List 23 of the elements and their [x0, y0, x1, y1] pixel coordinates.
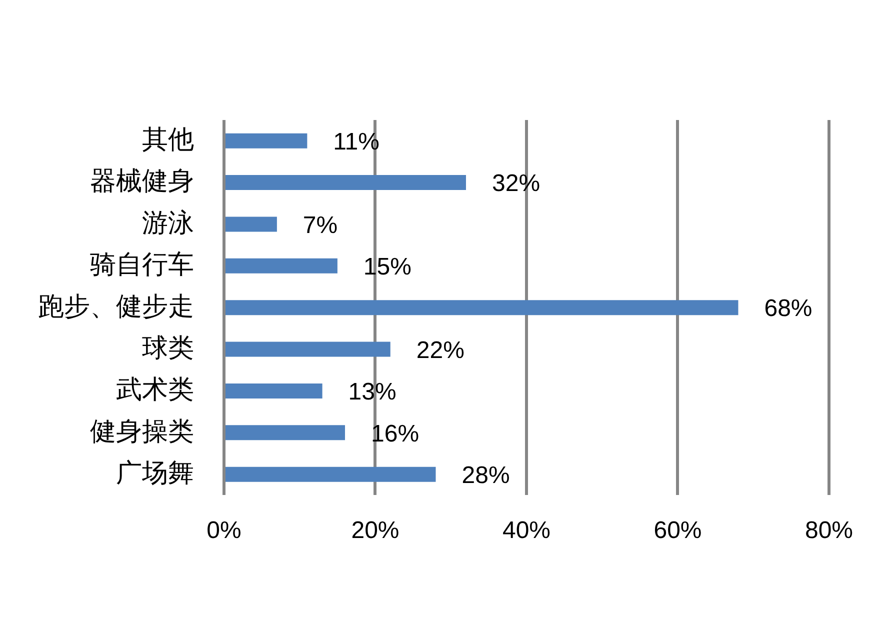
data-label: 16%: [370, 420, 420, 448]
x-tick-label: 20%: [351, 517, 400, 544]
y-tick-label: 游泳: [142, 207, 194, 238]
x-tick-label: 0%: [206, 517, 242, 544]
data-label: 13%: [348, 378, 396, 406]
y-tick-label: 球类: [142, 332, 194, 362]
data-label: 32%: [492, 170, 540, 198]
x-tick-label: 80%: [804, 517, 854, 544]
data-label: 15%: [363, 254, 412, 281]
y-tick-label: 健身操类: [90, 416, 194, 446]
y-tick-label: 跑步、健步走: [38, 290, 194, 321]
data-label: 7%: [302, 212, 338, 239]
data-label: 28%: [462, 462, 510, 489]
y-tick-label: 广场舞: [116, 458, 194, 488]
y-tick-label: 器械健身: [90, 166, 194, 196]
y-tick-label: 其他: [142, 124, 194, 154]
y-tick-label: 骑自行车: [90, 249, 194, 280]
data-label: 68%: [764, 295, 812, 322]
data-label: 22%: [416, 336, 464, 364]
x-tick-label: 40%: [502, 517, 551, 544]
data-label: 11%: [333, 128, 380, 156]
x-tick-label: 60%: [654, 517, 702, 544]
y-tick-label: 武术类: [116, 374, 194, 404]
